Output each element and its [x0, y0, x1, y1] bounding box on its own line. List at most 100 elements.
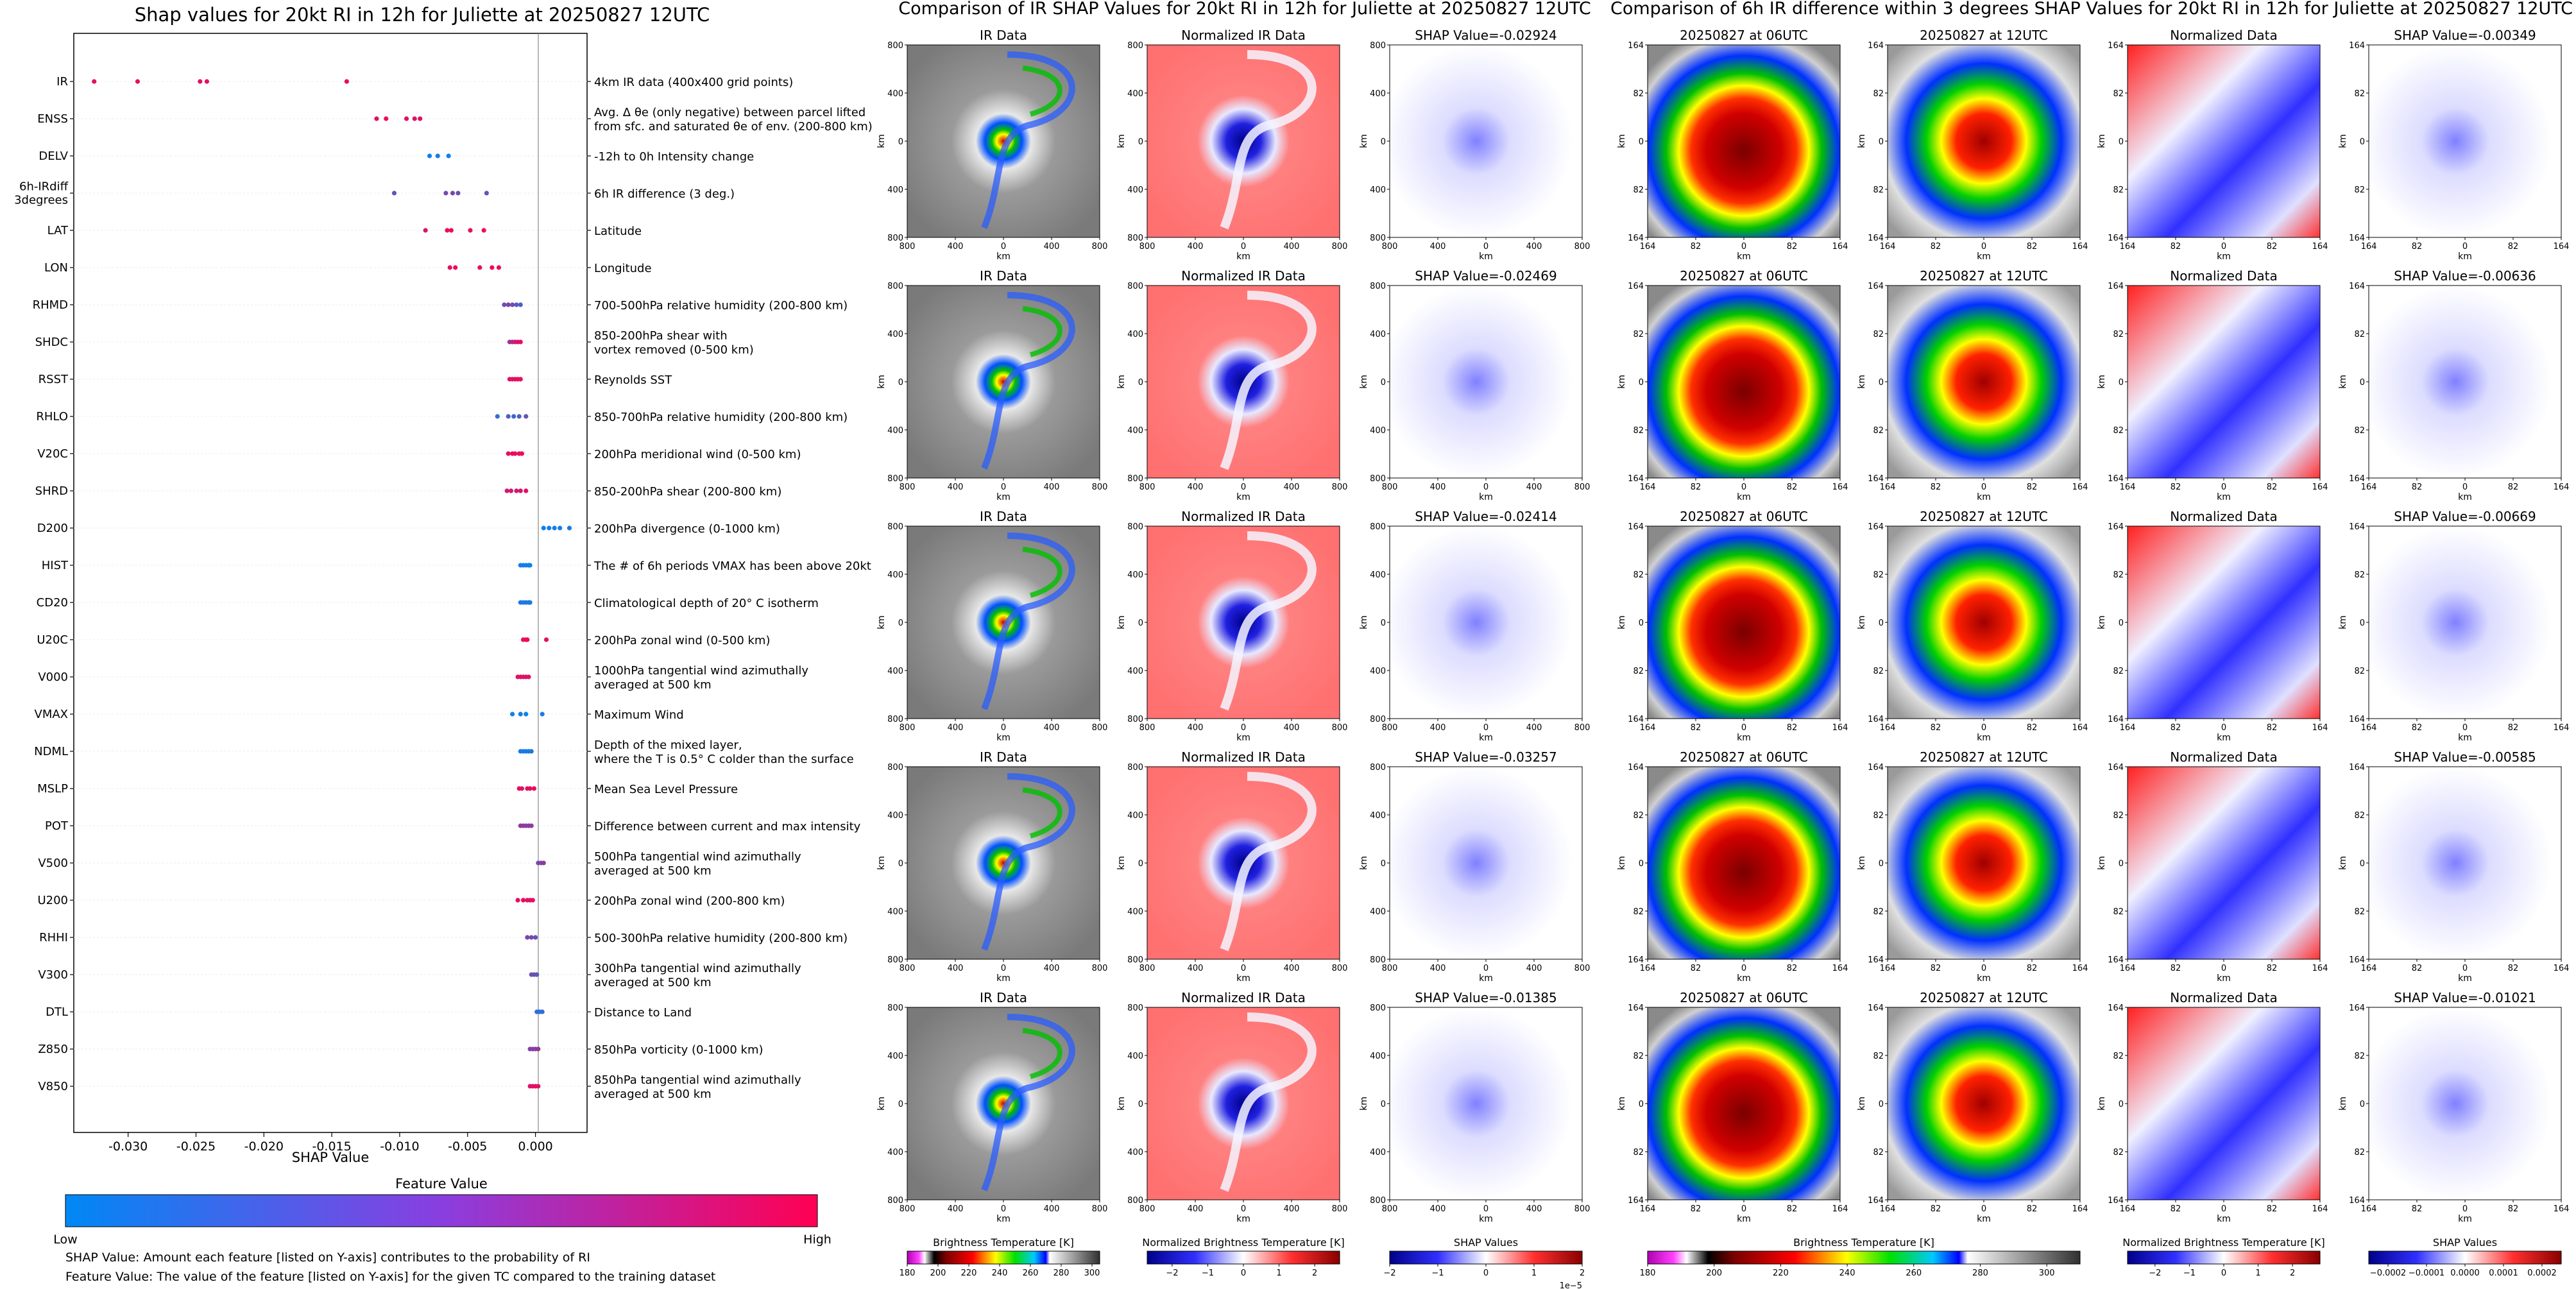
shap-point [506, 451, 511, 456]
feature-value-colorbar [65, 1194, 818, 1227]
map-y-tick-label: 400 [1127, 1148, 1143, 1157]
map-x-tick-label: 0 [1241, 723, 1246, 733]
map-y-tick-label: 82 [1633, 89, 1644, 99]
map-x-tick-label: 82 [1931, 242, 1941, 252]
map-panel: Normalized Data1641648282008282164164kmk… [2097, 749, 2328, 984]
colorbar: SHAP Values −2 −1 0 1 2 1e−5 [1383, 1236, 1585, 1289]
map-x-tick-label: 400 [948, 964, 964, 973]
map-x-tick-label: 400 [948, 1204, 964, 1214]
map-x-tick-label: 0 [1241, 1204, 1246, 1214]
map-y-tick-label: 164 [1628, 715, 1644, 724]
ir-map-grid: IR Data 800 800 400 400 0 0 400 400 800 800 km km Nor… [876, 28, 1590, 1224]
map-panel: 20250827 at 12UTC1641648282008282164164k… [1857, 749, 2088, 984]
map-x-tick-label: 82 [2412, 242, 2423, 252]
map-x-tick-label: 82 [1691, 242, 1702, 252]
colorbar-tick-label: 240 [992, 1268, 1008, 1278]
feature-description: Climatological depth of 20° C isotherm [594, 597, 819, 610]
feature-label: V20C [37, 447, 68, 461]
shap-point [527, 563, 533, 568]
feature-label: RHMD [33, 298, 68, 312]
map-x-tick-label: 164 [1640, 1204, 1656, 1214]
map-y-tick-label: 800 [1370, 234, 1386, 243]
map-x-axis-label: km [2458, 973, 2472, 984]
map-y-axis-label: km [1857, 134, 1867, 148]
map-y-tick-label: 800 [1127, 41, 1143, 51]
feature-description: 850-200hPa shear (200-800 km) [594, 485, 781, 499]
map-panel-title: SHAP Value=-0.01385 [1415, 990, 1557, 1005]
map-panel-title: SHAP Value=-0.00636 [2394, 268, 2536, 284]
irdiff-comparison-title: Comparison of 6h IR difference within 3 … [1610, 0, 2573, 19]
map-x-axis-label: km [2458, 492, 2472, 502]
colorbar-tick-label: −2 [2149, 1268, 2161, 1278]
map-panel-title: 20250827 at 06UTC [1680, 990, 1808, 1005]
feature-label: RSST [38, 373, 69, 386]
shap-summary-panel: Shap values for 20kt RI in 12h for Julie… [14, 4, 873, 1284]
map-y-tick-label: 0 [2360, 619, 2365, 628]
map-y-tick-label: 82 [1873, 330, 1884, 339]
map-x-tick-label: 164 [2072, 964, 2088, 973]
map-panel-title: IR Data [980, 749, 1027, 765]
shap-point [540, 1009, 545, 1014]
shap-point [524, 414, 529, 419]
map-x-tick-label: 82 [2267, 1204, 2278, 1214]
shap-point [534, 972, 540, 977]
map-x-tick-label: 800 [1332, 964, 1348, 973]
map-x-tick-label: 82 [2508, 1204, 2519, 1214]
colorbar-tick-label: 0.0000 [2450, 1268, 2480, 1278]
map-x-tick-label: 82 [2267, 482, 2278, 492]
map-x-tick-label: 0 [1741, 242, 1746, 252]
map-y-tick-label: 82 [2354, 667, 2365, 676]
cloud-band [981, 533, 1075, 710]
map-image [1888, 286, 2080, 478]
map-x-tick-label: 0 [1001, 242, 1006, 252]
colorbar-gradient [907, 1251, 1100, 1265]
map-y-axis-label: km [1116, 615, 1127, 629]
map-y-tick-label: 82 [1873, 1148, 1884, 1157]
feature-description: Mean Sea Level Pressure [594, 783, 738, 796]
feature-description: 200hPa zonal wind (200-800 km) [594, 894, 785, 908]
map-y-axis-label: km [1617, 134, 1627, 148]
map-y-tick-label: 164 [2349, 763, 2365, 773]
map-y-tick-label: 400 [1127, 667, 1143, 676]
map-y-tick-label: 400 [1127, 1052, 1143, 1061]
map-x-tick-label: 164 [2312, 964, 2328, 973]
map-x-tick-label: 82 [1787, 964, 1798, 973]
feature-description: vortex removed (0-500 km) [594, 343, 754, 357]
feature-row-shrd: SHRD 850-200hPa shear (200-800 km) [35, 484, 782, 499]
map-y-tick-label: 0 [2119, 859, 2124, 869]
map-panel-title: 20250827 at 12UTC [1920, 28, 2048, 43]
map-y-tick-label: 400 [1370, 1148, 1386, 1157]
map-y-tick-label: 400 [1127, 185, 1143, 195]
map-x-tick-label: 82 [2171, 723, 2181, 733]
map-y-axis-label: km [2097, 856, 2107, 870]
map-y-tick-label: 400 [1127, 907, 1143, 917]
map-x-tick-label: 164 [2361, 482, 2377, 492]
map-x-tick-label: 400 [948, 482, 964, 492]
map-y-axis-label: km [1116, 1097, 1127, 1111]
map-x-axis-label: km [1479, 492, 1493, 502]
feature-label: CD20 [37, 596, 68, 610]
map-y-tick-label: 82 [1633, 426, 1644, 436]
map-x-tick-label: 0 [2462, 242, 2468, 252]
map-y-tick-label: 82 [2113, 426, 2124, 436]
feature-description: Difference between current and max inten… [594, 820, 861, 833]
map-panel-title: 20250827 at 06UTC [1680, 509, 1808, 524]
shap-point [540, 712, 545, 717]
map-y-tick-label: 0 [898, 137, 903, 147]
map-x-tick-label: 82 [1931, 964, 1941, 973]
map-x-tick-label: 800 [900, 242, 916, 252]
map-x-tick-label: 164 [2120, 964, 2136, 973]
map-y-tick-label: 800 [1370, 522, 1386, 532]
map-x-axis-label: km [1977, 252, 1991, 262]
map-y-tick-label: 800 [1370, 715, 1386, 724]
map-y-tick-label: 400 [1370, 1052, 1386, 1061]
colorbar-tick-label: 260 [1906, 1268, 1922, 1278]
feature-label: SHRD [35, 484, 68, 498]
feature-description: The # of 6h periods VMAX has been above … [593, 559, 871, 573]
feature-description: Avg. Δ θe (only negative) between parcel… [594, 106, 866, 119]
colorbar-low-label: Low [53, 1233, 77, 1247]
map-x-axis-label: km [996, 252, 1011, 262]
map-x-tick-label: 400 [1526, 1204, 1542, 1214]
map-x-tick-label: 164 [1832, 964, 1848, 973]
